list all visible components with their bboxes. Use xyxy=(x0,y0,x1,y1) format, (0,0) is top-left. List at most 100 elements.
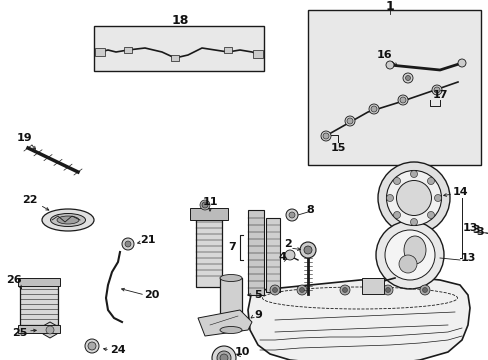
Circle shape xyxy=(431,85,441,95)
Text: 14: 14 xyxy=(451,187,467,197)
Ellipse shape xyxy=(386,171,441,225)
Text: 11: 11 xyxy=(202,197,217,207)
Text: 9: 9 xyxy=(254,310,262,320)
Bar xyxy=(18,325,60,333)
Text: 21: 21 xyxy=(140,235,156,245)
Circle shape xyxy=(202,202,207,208)
Text: 19: 19 xyxy=(16,133,32,143)
Circle shape xyxy=(409,219,417,225)
Text: 24: 24 xyxy=(110,345,125,355)
Circle shape xyxy=(409,171,417,177)
Circle shape xyxy=(288,212,294,218)
Circle shape xyxy=(299,288,304,292)
Circle shape xyxy=(269,285,280,295)
Circle shape xyxy=(368,104,378,114)
Text: 20: 20 xyxy=(144,290,160,300)
Circle shape xyxy=(393,211,400,219)
Circle shape xyxy=(272,288,277,292)
Polygon shape xyxy=(198,310,251,336)
Text: 17: 17 xyxy=(431,90,447,100)
Bar xyxy=(224,47,231,53)
Bar xyxy=(94,26,264,71)
Bar xyxy=(265,218,280,292)
Text: 4: 4 xyxy=(278,252,285,262)
Text: 7: 7 xyxy=(228,242,235,252)
Text: 8: 8 xyxy=(305,205,313,215)
Bar xyxy=(252,50,263,58)
Circle shape xyxy=(386,194,393,202)
Bar xyxy=(18,278,60,286)
Bar xyxy=(20,283,58,325)
Circle shape xyxy=(296,285,306,295)
Text: 13: 13 xyxy=(461,223,477,233)
Circle shape xyxy=(285,209,297,221)
Text: 5: 5 xyxy=(254,290,261,300)
Polygon shape xyxy=(43,322,57,338)
Circle shape xyxy=(405,76,409,81)
Circle shape xyxy=(212,346,236,360)
Circle shape xyxy=(433,87,439,93)
Text: 2: 2 xyxy=(284,239,291,249)
Text: 15: 15 xyxy=(329,143,345,153)
Bar xyxy=(220,278,242,330)
Text: 3: 3 xyxy=(475,227,483,237)
Circle shape xyxy=(382,285,392,295)
Polygon shape xyxy=(247,278,469,360)
Circle shape xyxy=(285,250,294,260)
Circle shape xyxy=(299,242,315,258)
Circle shape xyxy=(85,339,99,353)
Text: 1: 1 xyxy=(385,0,393,13)
Ellipse shape xyxy=(384,230,434,280)
Circle shape xyxy=(323,133,328,139)
Circle shape xyxy=(419,285,429,295)
Ellipse shape xyxy=(377,162,449,234)
Circle shape xyxy=(427,177,433,185)
Text: 3: 3 xyxy=(471,225,479,235)
Bar xyxy=(124,47,132,53)
Ellipse shape xyxy=(375,221,443,289)
Bar xyxy=(190,208,227,220)
Circle shape xyxy=(457,59,465,67)
Circle shape xyxy=(200,200,209,210)
Circle shape xyxy=(125,241,131,247)
Ellipse shape xyxy=(57,216,79,224)
Circle shape xyxy=(393,177,400,185)
Circle shape xyxy=(304,246,311,254)
Ellipse shape xyxy=(50,213,85,226)
Circle shape xyxy=(217,351,230,360)
Text: 13: 13 xyxy=(459,253,475,263)
Text: 10: 10 xyxy=(234,347,249,357)
Circle shape xyxy=(122,238,134,250)
Circle shape xyxy=(46,326,54,334)
Circle shape xyxy=(88,342,96,350)
Text: 25: 25 xyxy=(12,328,28,338)
Circle shape xyxy=(370,106,376,112)
Circle shape xyxy=(422,288,427,292)
Bar xyxy=(171,55,179,61)
Circle shape xyxy=(385,61,393,69)
Ellipse shape xyxy=(398,255,416,273)
Circle shape xyxy=(427,211,433,219)
Ellipse shape xyxy=(396,180,430,216)
Circle shape xyxy=(220,354,227,360)
Circle shape xyxy=(397,95,407,105)
Text: 22: 22 xyxy=(22,195,38,205)
Bar xyxy=(196,215,222,287)
Circle shape xyxy=(434,194,441,202)
Circle shape xyxy=(339,285,349,295)
Bar xyxy=(307,10,480,165)
Circle shape xyxy=(342,288,347,292)
Bar xyxy=(247,210,264,295)
Text: 18: 18 xyxy=(171,13,188,27)
Ellipse shape xyxy=(220,327,242,333)
Circle shape xyxy=(402,73,412,83)
Text: 26: 26 xyxy=(6,275,22,285)
Circle shape xyxy=(346,118,352,124)
Ellipse shape xyxy=(403,236,425,264)
Ellipse shape xyxy=(220,274,242,282)
Bar xyxy=(361,278,383,294)
Circle shape xyxy=(345,116,354,126)
Text: 16: 16 xyxy=(376,50,392,60)
Ellipse shape xyxy=(42,209,94,231)
Bar xyxy=(95,48,105,56)
